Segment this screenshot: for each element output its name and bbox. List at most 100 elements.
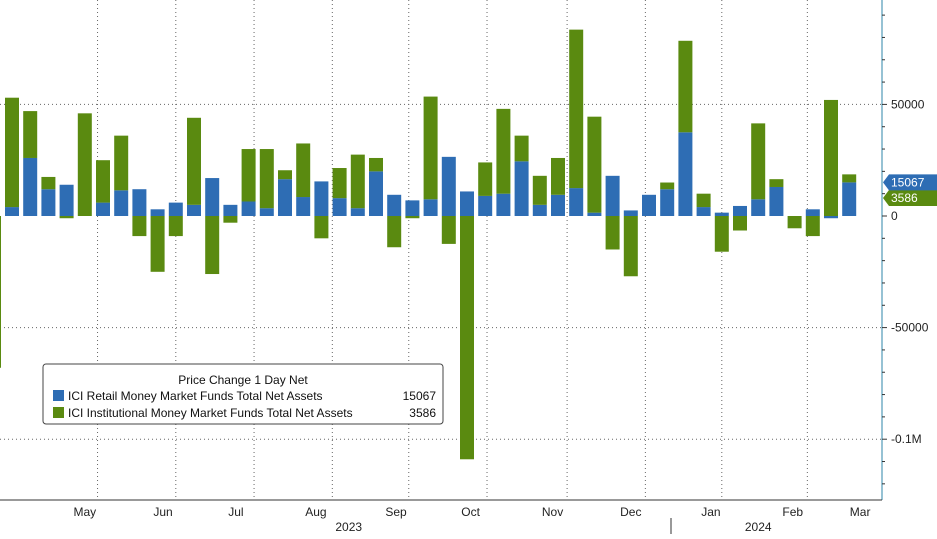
retail-bar [733,205,747,216]
x-month-label: May [73,505,96,519]
institutional-bar [5,97,19,208]
institutional-bar [769,179,784,187]
institutional-bar [496,108,511,194]
institutional-bar [569,29,584,189]
retail-bar [96,202,110,216]
x-month-label: Dec [620,505,641,519]
retail-bar [150,209,165,216]
y-tick-label: -50000 [891,321,929,335]
institutional-bar [824,99,838,216]
retail-bar [842,182,857,216]
legend-label: ICI Institutional Money Market Funds Tot… [68,406,353,420]
institutional-bar [96,160,110,203]
institutional-bar [241,149,256,202]
retail-bar [241,201,256,216]
retail-bar [605,175,620,216]
retail-bar [551,194,565,216]
retail-bar [369,171,383,216]
x-month-label: Sep [385,505,407,519]
institutional-bar [733,216,747,231]
institutional-bar [842,174,857,183]
retail-bar [41,189,56,216]
x-year-label: 2024 [745,520,772,534]
institutional-bar [23,111,38,158]
y-tick-label: 50000 [891,97,925,111]
retail-bar [514,161,529,216]
legend-value: 15067 [403,389,437,403]
last-value-tag [883,174,937,191]
retail-bar [587,212,602,216]
institutional-bar [332,168,347,199]
retail-bar [569,188,584,216]
legend-swatch [53,390,64,401]
institutional-bar [41,176,56,190]
y-tick-label: -0.1M [891,432,922,446]
retail-bar [805,209,820,216]
retail-bar [623,210,638,216]
retail-bar [423,199,438,216]
institutional-bar [223,216,238,223]
retail-bar [5,207,19,216]
retail-bar [259,208,274,216]
institutional-bar [350,154,365,209]
retail-bar [405,200,420,216]
retail-bar [460,191,474,216]
retail-bar [23,157,38,216]
x-axis: May Jun Jul Aug Sep Oct Nov Dec Jan Feb Mar 2023 202… [0,499,882,534]
institutional-bar [259,149,274,209]
retail-bar [205,178,220,216]
legend-title: Price Change 1 Day Net [178,373,308,387]
institutional-bar [77,113,92,216]
institutional-bar [387,216,402,248]
retail-bar [642,194,656,216]
institutional-bar [460,216,474,460]
retail-bar [59,184,74,216]
institutional-bar [587,116,602,213]
x-month-label: Jul [228,505,243,519]
retail-bar [751,199,766,216]
retail-bar [387,194,402,216]
institutional-bar [441,216,456,244]
legend-label: ICI Retail Money Market Funds Total Net … [68,389,323,403]
institutional-bar [296,143,311,198]
legend: Price Change 1 Day Net ICI Retail Money M… [42,363,444,425]
institutional-bar [405,216,420,219]
institutional-bar [205,216,220,275]
y-tick-label: 0 [891,209,898,223]
retail-bar [314,181,329,216]
x-month-label: Feb [782,505,803,519]
institutional-bar [805,216,820,237]
x-year-label: 2023 [335,520,362,534]
retail-bar [332,198,347,216]
retail-bar [769,186,784,216]
institutional-bar [132,216,147,237]
institutional-bar [114,135,129,191]
institutional-bar [423,96,438,200]
last-value-label: 15067 [891,175,925,189]
institutional-bar [478,162,493,196]
y-axis: 50000 0 -50000 -0.1M [881,0,929,500]
institutional-bar [369,157,383,172]
retail-bar [114,190,129,216]
retail-bar [350,208,365,216]
retail-bar [278,179,292,216]
institutional-bar [187,117,201,205]
x-month-label: Aug [305,505,326,519]
retail-bar [714,212,729,216]
last-value-tag [883,189,937,206]
institutional-bar [514,135,529,162]
x-month-label: Oct [461,505,480,519]
institutional-bar [150,216,165,272]
retail-bar [223,204,238,216]
x-month-label: Nov [542,505,563,519]
retail-bar [478,195,493,216]
institutional-bar [168,216,183,237]
institutional-bar [314,216,329,239]
institutional-bar [605,216,620,250]
gridlines [0,0,881,500]
institutional-bar [751,123,766,200]
retail-bar [678,132,693,216]
institutional-bar [0,216,1,368]
